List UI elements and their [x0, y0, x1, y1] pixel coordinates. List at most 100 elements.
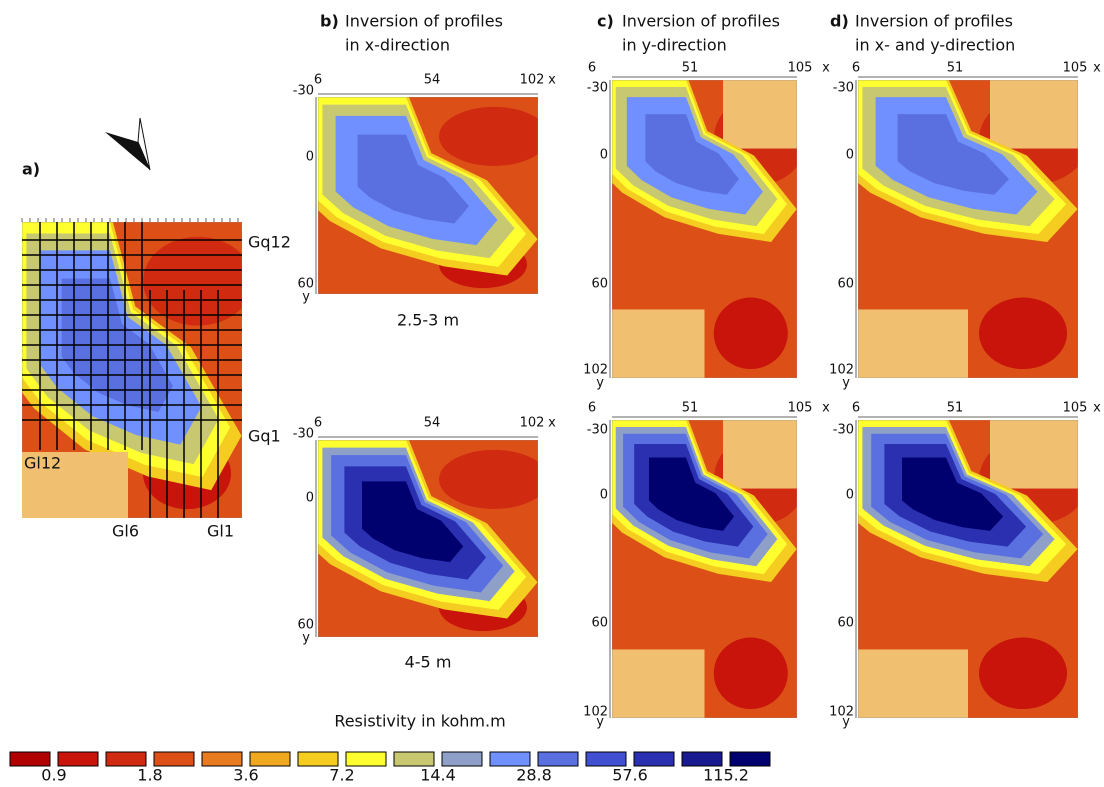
- legend-label: 28.8: [516, 766, 552, 785]
- panel-title: in y-direction: [622, 36, 727, 55]
- legend-swatch: [153, 751, 195, 767]
- panel-label: b): [320, 12, 339, 31]
- legend-swatch: [249, 751, 291, 767]
- legend-label: 1.8: [137, 766, 162, 785]
- x-tick-label: 51: [947, 61, 964, 76]
- legend-title: Resistivity in kohm.m: [334, 712, 505, 731]
- legend-swatch: [537, 751, 579, 767]
- corner-block: [858, 649, 968, 718]
- corner-block: [990, 80, 1078, 149]
- legend-swatch: [201, 751, 243, 767]
- x-tick-label: 105: [788, 401, 813, 416]
- north-arrow: [105, 132, 150, 170]
- y-tick-label: 0: [600, 148, 608, 163]
- map: [318, 440, 538, 637]
- y-axis-label: y: [842, 376, 850, 391]
- y-tick-label: 0: [600, 488, 608, 503]
- profile-label: Gl6: [112, 522, 139, 541]
- y-tick-label: 102: [583, 363, 608, 378]
- corner-block: [990, 420, 1078, 489]
- legend-swatch: [489, 751, 531, 767]
- y-tick-label: -30: [293, 427, 314, 442]
- high-patch: [439, 449, 538, 509]
- y-axis-label: y: [302, 631, 310, 646]
- resistivity-contour: [357, 134, 469, 224]
- x-axis-label: x: [548, 73, 556, 88]
- legend-swatch: [105, 751, 147, 767]
- y-tick-label: 0: [846, 488, 854, 503]
- x-axis-label: x: [1093, 61, 1101, 76]
- y-tick-label: -30: [833, 423, 854, 438]
- x-tick-label: 6: [588, 401, 596, 416]
- map: [858, 80, 1078, 378]
- high-patch: [439, 106, 538, 166]
- corner-block: [612, 649, 705, 718]
- panel-title: Inversion of profiles: [622, 12, 780, 31]
- x-tick-label: 105: [788, 61, 813, 76]
- high-patch: [979, 297, 1067, 370]
- legend-swatch: [633, 751, 675, 767]
- resistivity-contour: [902, 457, 1004, 531]
- legend-swatch: [441, 751, 483, 767]
- y-axis-label: y: [302, 290, 310, 305]
- x-tick-label: 51: [947, 401, 964, 416]
- legend-label: 57.6: [612, 766, 648, 785]
- map: [612, 420, 797, 718]
- x-tick-label: 54: [424, 416, 441, 431]
- resistivity-contour: [897, 114, 1009, 195]
- legend-swatch: [681, 751, 723, 767]
- resistivity-contour: [645, 114, 739, 195]
- north-arrow: [137, 117, 151, 171]
- y-tick-label: 60: [591, 277, 608, 292]
- legend-swatch: [345, 751, 387, 767]
- high-patch: [713, 637, 788, 710]
- y-tick-label: 60: [837, 616, 854, 631]
- x-tick-label: 54: [424, 73, 441, 88]
- y-tick-label: 0: [846, 148, 854, 163]
- x-tick-label: 6: [852, 61, 860, 76]
- x-axis-label: x: [822, 61, 830, 76]
- y-tick-label: -30: [587, 81, 608, 96]
- y-axis-label: y: [596, 715, 604, 730]
- legend-swatch: [9, 751, 51, 767]
- x-tick-label: 105: [1063, 61, 1088, 76]
- x-tick-label: 105: [1063, 401, 1088, 416]
- legend-swatch: [393, 751, 435, 767]
- profile-label: Gq1: [248, 427, 281, 446]
- legend-label: 0.9: [41, 766, 66, 785]
- y-axis-label: y: [596, 376, 604, 391]
- legend-swatch: [297, 751, 339, 767]
- y-tick-label: -30: [833, 81, 854, 96]
- y-tick-label: 0: [306, 491, 314, 506]
- y-axis-label: y: [842, 715, 850, 730]
- legend-swatch: [57, 751, 99, 767]
- depth-label: 4-5 m: [405, 653, 452, 672]
- y-tick-label: 60: [591, 616, 608, 631]
- x-tick-label: 6: [852, 401, 860, 416]
- depth-label: 2.5-3 m: [397, 311, 459, 330]
- y-tick-label: 60: [297, 277, 314, 292]
- y-tick-label: 60: [297, 618, 314, 633]
- corner-block: [723, 80, 797, 149]
- panel-label: d): [830, 12, 849, 31]
- y-tick-label: -30: [587, 423, 608, 438]
- legend-swatch: [729, 751, 771, 767]
- panel-title: Inversion of profiles: [345, 12, 503, 31]
- profile-label: Gl1: [207, 522, 234, 541]
- panel-label: a): [22, 160, 40, 179]
- panel-title: in x- and y-direction: [855, 36, 1015, 55]
- x-tick-label: 51: [682, 61, 699, 76]
- legend-swatch: [585, 751, 627, 767]
- corner-block: [858, 309, 968, 378]
- x-tick-label: 6: [314, 73, 322, 88]
- corner-block: [612, 309, 705, 378]
- x-tick-label: 102: [520, 416, 545, 431]
- x-axis-label: x: [548, 416, 556, 431]
- y-tick-label: 102: [583, 705, 608, 720]
- high-patch: [713, 297, 788, 370]
- x-axis-label: x: [1093, 401, 1101, 416]
- x-tick-label: 51: [682, 401, 699, 416]
- resistivity-contour: [649, 457, 735, 531]
- legend-label: 7.2: [329, 766, 354, 785]
